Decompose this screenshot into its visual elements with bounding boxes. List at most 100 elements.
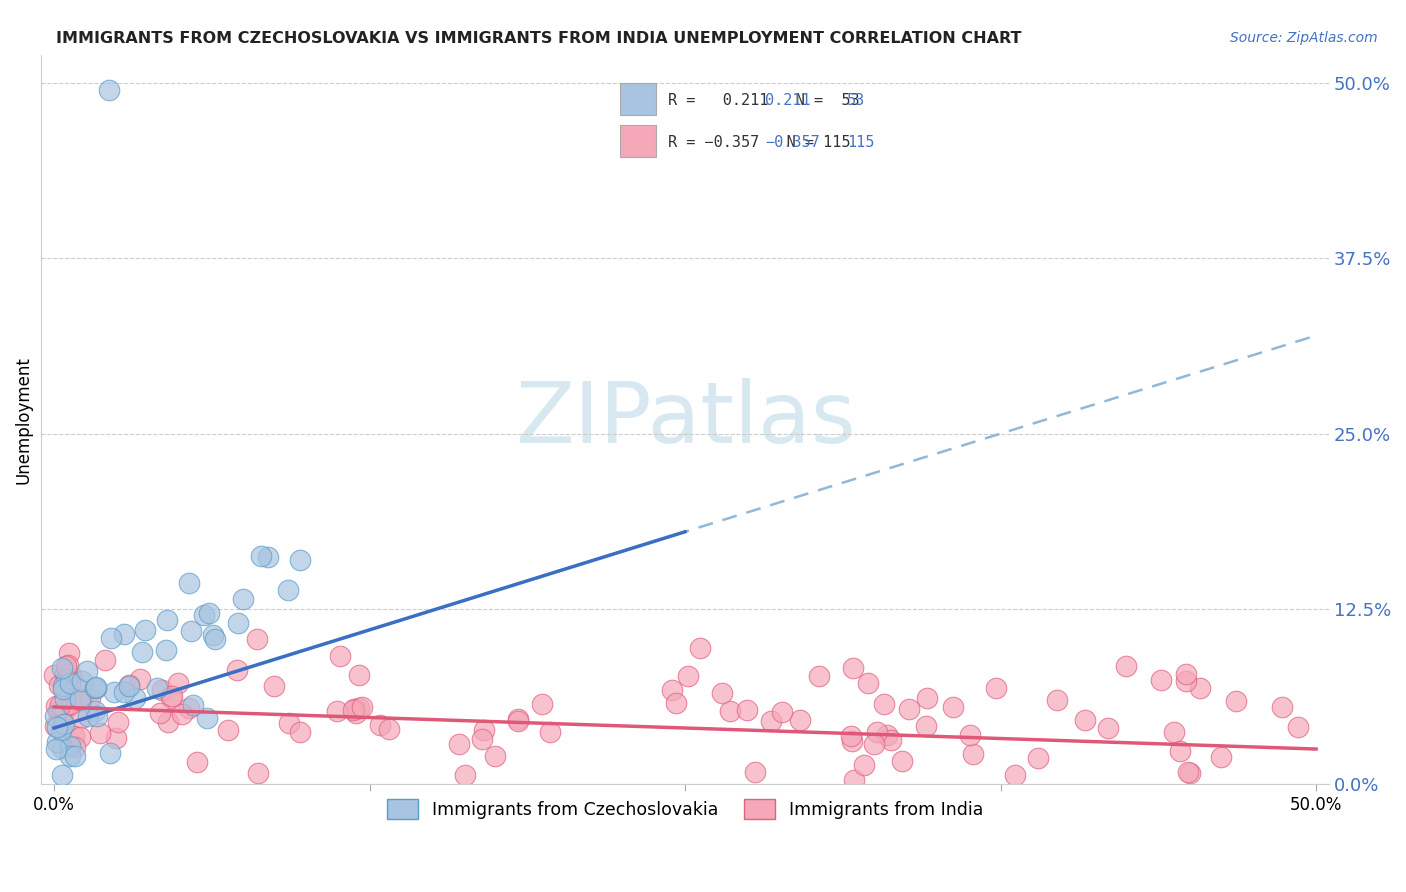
Point [98, 83, 121, 97]
Point [195, 711, 218, 725]
Point [1115, 658, 1137, 673]
Point [898, 702, 921, 716]
Point [202, 628, 225, 642]
Point [484, 749, 506, 764]
Point [711, 686, 734, 700]
Point [69, 730, 91, 744]
Point [290, 724, 312, 739]
Point [69, 692, 91, 706]
Point [45, 735, 67, 749]
Text: ZIPatlas: ZIPatlas [515, 378, 855, 461]
Point [100, 631, 122, 645]
Point [131, 644, 153, 658]
Point [349, 701, 371, 715]
Point [343, 701, 366, 715]
Point [915, 691, 938, 706]
Point [839, 729, 862, 743]
Point [1271, 700, 1294, 714]
Point [89, 726, 111, 740]
Point [842, 772, 865, 787]
Point [538, 725, 561, 739]
Point [1026, 750, 1049, 764]
Point [63, 729, 86, 743]
Text: Source: ZipAtlas.com: Source: ZipAtlas.com [1230, 31, 1378, 45]
Point [290, 553, 312, 567]
Point [344, 706, 367, 721]
Point [1004, 767, 1026, 781]
Point [866, 724, 889, 739]
Point [124, 690, 146, 705]
Point [250, 549, 273, 563]
Point [350, 700, 373, 714]
Point [447, 737, 470, 751]
Point [1225, 694, 1247, 708]
Point [58, 646, 80, 660]
Point [225, 663, 247, 677]
Point [45, 699, 67, 714]
Point [156, 613, 179, 627]
Point [49, 698, 72, 713]
Point [863, 737, 886, 751]
Point [59, 739, 82, 754]
Point [193, 608, 215, 623]
Point [112, 627, 135, 641]
Point [51, 661, 73, 675]
Point [1175, 667, 1198, 681]
Point [149, 706, 172, 720]
Point [55, 659, 77, 673]
Point [70, 711, 93, 725]
Point [665, 696, 688, 710]
Point [962, 747, 984, 761]
Point [915, 719, 938, 733]
Point [76, 709, 98, 723]
Point [112, 684, 135, 698]
Point [853, 758, 876, 772]
Point [44, 709, 66, 723]
Point [808, 669, 831, 683]
Point [1163, 725, 1185, 739]
Point [842, 661, 865, 675]
Point [453, 767, 475, 781]
Point [689, 640, 711, 655]
Point [735, 703, 758, 717]
Point [44, 718, 66, 732]
Point [1180, 766, 1202, 780]
Point [531, 697, 554, 711]
Point [76, 664, 98, 678]
Point [329, 649, 352, 664]
Point [45, 742, 67, 756]
Point [160, 689, 183, 703]
Point [63, 739, 86, 754]
Point [246, 632, 269, 646]
Text: IMMIGRANTS FROM CZECHOSLOVAKIA VS IMMIGRANTS FROM INDIA UNEMPLOYMENT CORRELATION: IMMIGRANTS FROM CZECHOSLOVAKIA VS IMMIGR… [56, 31, 1022, 46]
Point [986, 681, 1008, 696]
Point [52, 716, 75, 731]
Point [770, 705, 793, 719]
Point [263, 679, 285, 693]
Point [471, 732, 494, 747]
Point [959, 728, 981, 742]
Point [217, 723, 239, 738]
Point [53, 667, 76, 681]
Point [880, 733, 903, 747]
Point [53, 716, 76, 731]
Point [49, 723, 72, 737]
Point [183, 698, 205, 712]
Point [1175, 674, 1198, 689]
Point [145, 681, 167, 695]
Point [155, 643, 177, 657]
Point [841, 734, 863, 748]
Point [198, 606, 221, 620]
Point [118, 679, 141, 693]
Point [1046, 693, 1069, 707]
Point [508, 712, 530, 726]
Point [170, 706, 193, 721]
Point [84, 681, 107, 695]
Point [98, 746, 121, 760]
Point [70, 693, 93, 707]
Point [156, 715, 179, 730]
Point [891, 755, 914, 769]
Point [226, 615, 249, 630]
Point [744, 765, 766, 780]
Point [46, 720, 69, 734]
